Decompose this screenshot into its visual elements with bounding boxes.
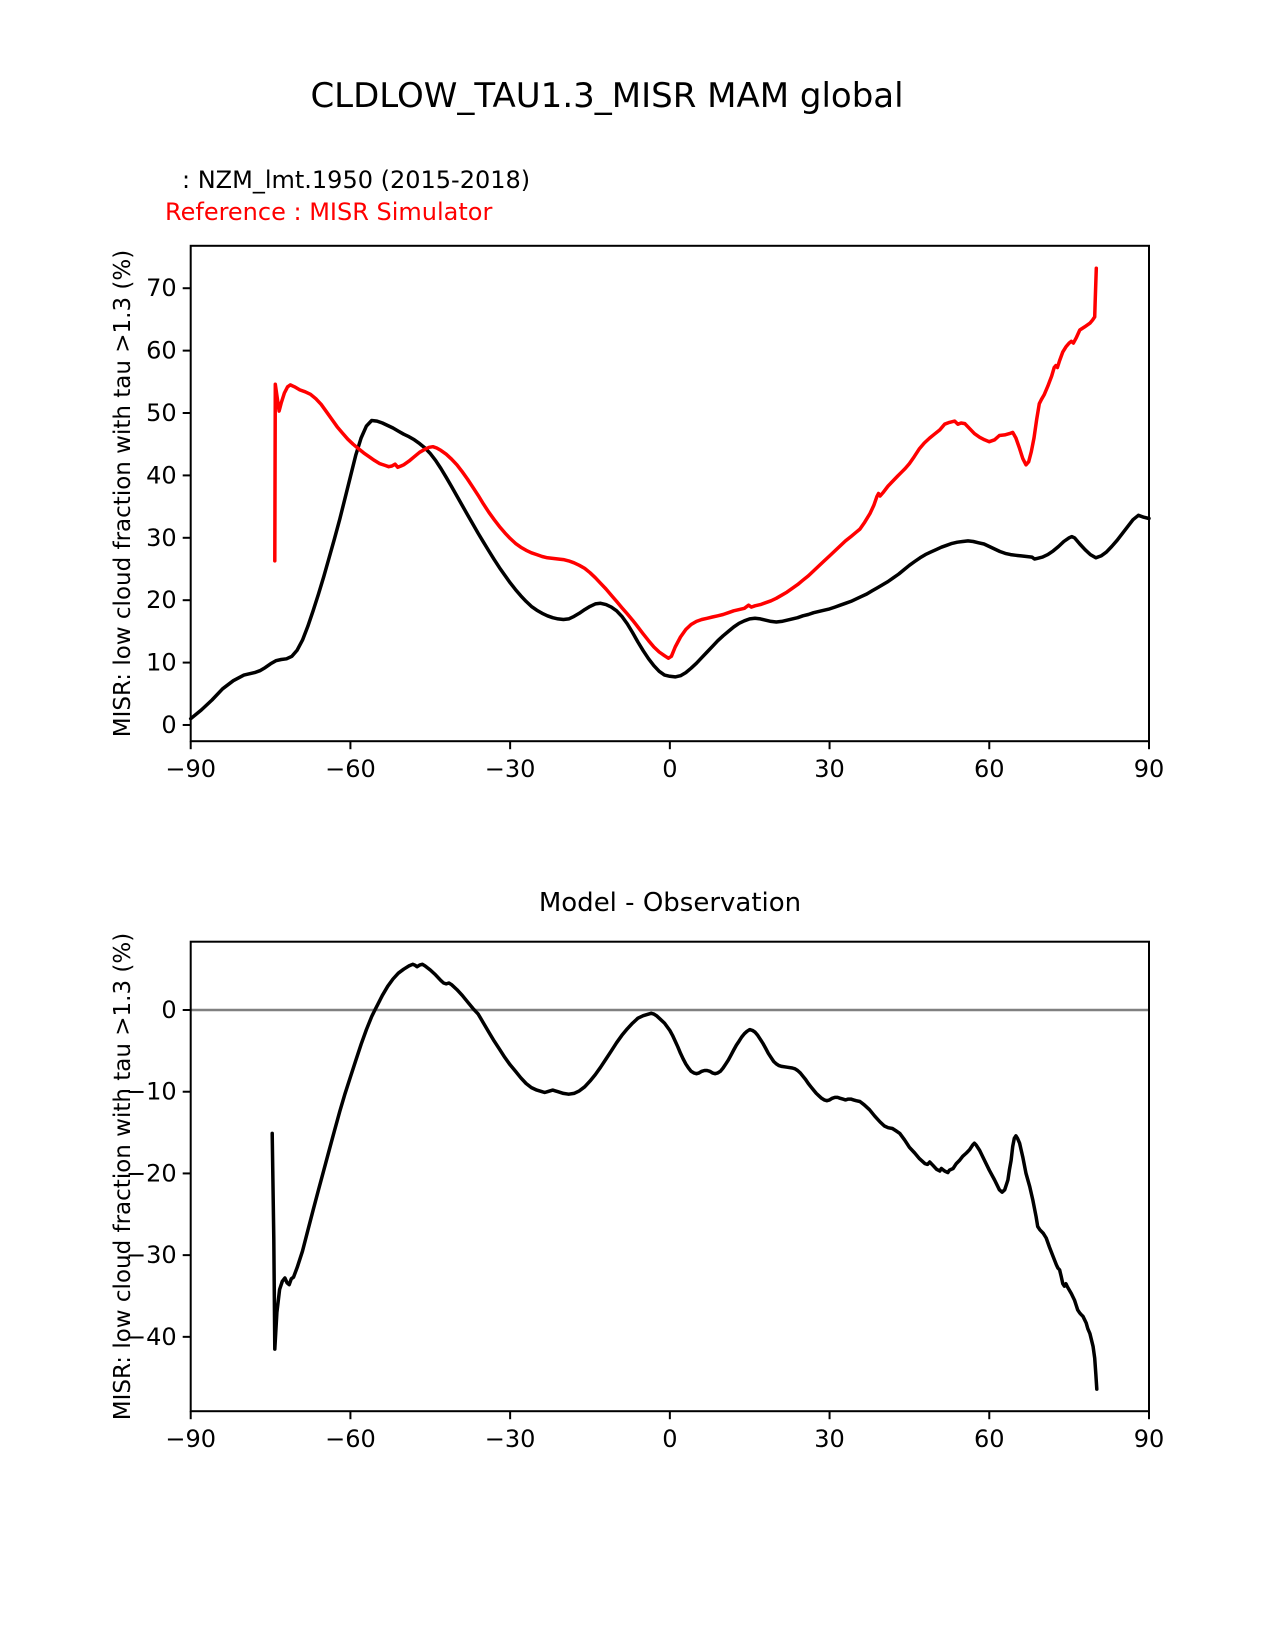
y-tick-label: 20 — [146, 586, 177, 614]
y-tick-label: 0 — [161, 996, 176, 1024]
y-tick-label: 30 — [146, 524, 177, 552]
bottom-plot-title: Model - Observation — [538, 888, 802, 918]
y-tick-label: −10 — [126, 1078, 177, 1106]
x-tick-label: 30 — [814, 755, 845, 783]
y-tick-label: 0 — [161, 711, 176, 739]
top-y-axis-label: MISR: low cloud fraction with tau >1.3 (… — [110, 250, 136, 737]
series-model-line — [188, 418, 1151, 721]
y-tick-label: 10 — [146, 649, 177, 677]
series-reference-line — [273, 266, 1099, 660]
y-tick-label: −40 — [126, 1323, 177, 1351]
figure-title: CLDLOW_TAU1.3_MISR MAM global — [310, 76, 904, 116]
x-tick-label: 90 — [1134, 1425, 1165, 1453]
x-tick-label: −30 — [485, 755, 536, 783]
legend-model-label: : NZM_lmt.1950 (2015-2018) — [182, 166, 531, 194]
x-tick-label: 60 — [974, 1425, 1005, 1453]
x-tick-label: 0 — [662, 755, 677, 783]
x-tick-label: −60 — [325, 1425, 376, 1453]
x-tick-label: 0 — [662, 1425, 677, 1453]
x-tick-label: −90 — [165, 755, 216, 783]
x-tick-label: 90 — [1134, 755, 1165, 783]
legend-reference-label: Reference : MISR Simulator — [165, 198, 493, 226]
series-difference-line — [270, 962, 1099, 1391]
x-tick-label: −30 — [485, 1425, 536, 1453]
y-tick-label: 40 — [146, 461, 177, 489]
x-tick-label: 60 — [974, 755, 1005, 783]
y-tick-label: 60 — [146, 337, 177, 365]
x-tick-label: 30 — [814, 1425, 845, 1453]
bottom-y-axis-label: MISR: low cloud fraction with tau >1.3 (… — [110, 933, 136, 1420]
x-tick-label: −90 — [165, 1425, 216, 1453]
y-tick-label: 50 — [146, 399, 177, 427]
y-tick-label: −30 — [126, 1241, 177, 1269]
y-tick-label: −20 — [126, 1159, 177, 1187]
axes-spines-plot2 — [189, 940, 1150, 1413]
x-tick-label: −60 — [325, 755, 376, 783]
axes-spines-plot1 — [189, 244, 1150, 743]
y-tick-label: 70 — [146, 274, 177, 302]
